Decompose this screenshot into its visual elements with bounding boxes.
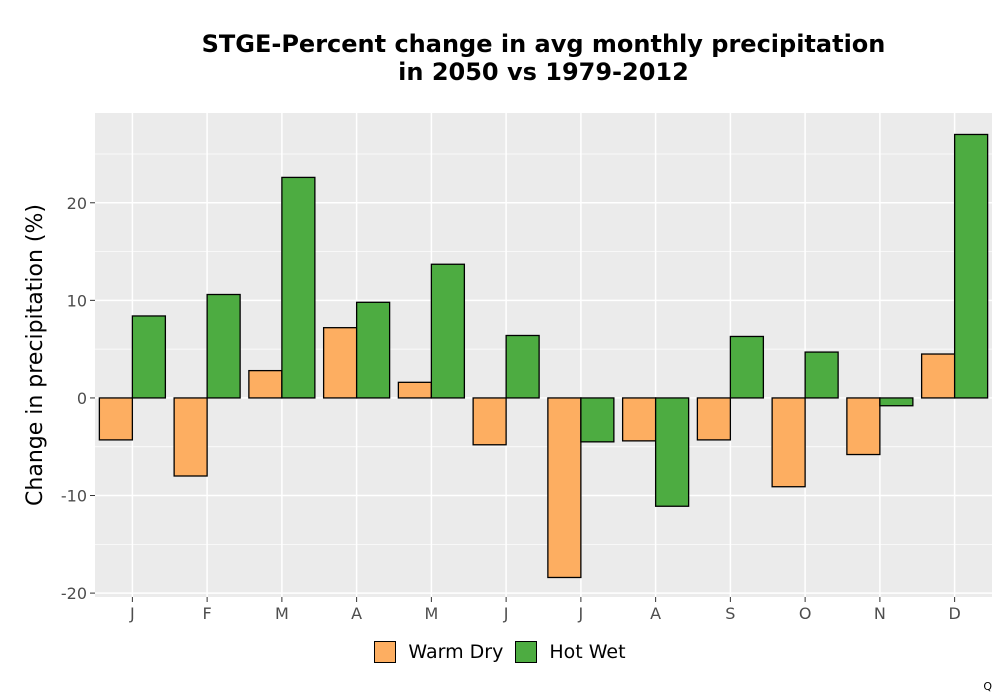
y-tick-label: 0 [77, 389, 87, 408]
legend-label-hot-wet: Hot Wet [549, 641, 626, 663]
bar-hot-wet-9 [729, 335, 765, 399]
x-tick-label: O [799, 604, 812, 623]
bar-hot-wet-10 [804, 351, 839, 399]
bars [98, 133, 989, 579]
legend-swatch-warm-dry [374, 641, 397, 663]
y-axis-label: Change in precipitation (%) [23, 204, 48, 506]
bar-warm-dry-7 [547, 397, 582, 579]
grid-minor [95, 153, 992, 545]
x-tick-label: N [874, 604, 886, 623]
bar-warm-dry-10 [771, 397, 806, 488]
legend-swatch-hot-wet [515, 641, 538, 663]
y-tick-label: -20 [61, 584, 87, 603]
x-tick-label: A [650, 604, 661, 623]
y-tick-label: 20 [67, 194, 87, 213]
bar-hot-wet-6 [505, 334, 540, 399]
legend-item-hot-wet: Hot Wet [515, 641, 626, 663]
x-tick-label: J [129, 604, 135, 623]
bar-hot-wet-12 [953, 133, 989, 399]
x-tick-label: M [275, 604, 289, 623]
y-tick-label: 10 [67, 291, 87, 310]
legend-item-warm-dry: Warm Dry [374, 641, 503, 663]
corner-mark: Q [983, 680, 992, 693]
bar-hot-wet-7 [580, 397, 615, 443]
plot-panel [95, 113, 992, 597]
bar-warm-dry-12 [920, 353, 956, 399]
bar-warm-dry-8 [621, 397, 657, 442]
y-tick-label: -10 [61, 487, 87, 506]
x-tick-label: D [948, 604, 960, 623]
bar-chart: -20 -10 0 10 20 J F M A M J J A S O N D Change in preci… [23, 113, 992, 623]
x-tick-label: A [351, 604, 362, 623]
bar-hot-wet-8 [654, 397, 690, 507]
bar-warm-dry-5 [397, 381, 433, 399]
bar-warm-dry-9 [696, 397, 732, 441]
bar-warm-dry-4 [322, 327, 358, 399]
bar-warm-dry-3 [248, 369, 283, 399]
x-tick-label: J [503, 604, 509, 623]
bar-hot-wet-1 [131, 315, 167, 399]
chart-title-line-2: in 2050 vs 1979-2012 [398, 58, 689, 86]
bar-hot-wet-2 [206, 293, 241, 399]
legend: Warm Dry Hot Wet [0, 641, 1000, 663]
bar-warm-dry-11 [846, 397, 881, 456]
x-tick-label: S [725, 604, 735, 623]
bar-hot-wet-5 [430, 263, 466, 399]
bar-warm-dry-6 [472, 397, 507, 446]
x-tick-label: J [578, 604, 584, 623]
bar-warm-dry-2 [173, 397, 208, 477]
chart-title-line-1: STGE-Percent change in avg monthly preci… [201, 30, 886, 58]
y-axis: -20 -10 0 10 20 [61, 194, 95, 603]
bar-hot-wet-11 [879, 397, 914, 407]
x-tick-label: F [203, 604, 212, 623]
x-tick-label: M [424, 604, 438, 623]
legend-label-warm-dry: Warm Dry [408, 641, 504, 663]
bar-hot-wet-3 [281, 176, 316, 399]
chart-title: STGE-Percent change in avg monthly preci… [95, 30, 992, 86]
bar-warm-dry-1 [98, 397, 134, 441]
bar-hot-wet-4 [355, 301, 391, 399]
